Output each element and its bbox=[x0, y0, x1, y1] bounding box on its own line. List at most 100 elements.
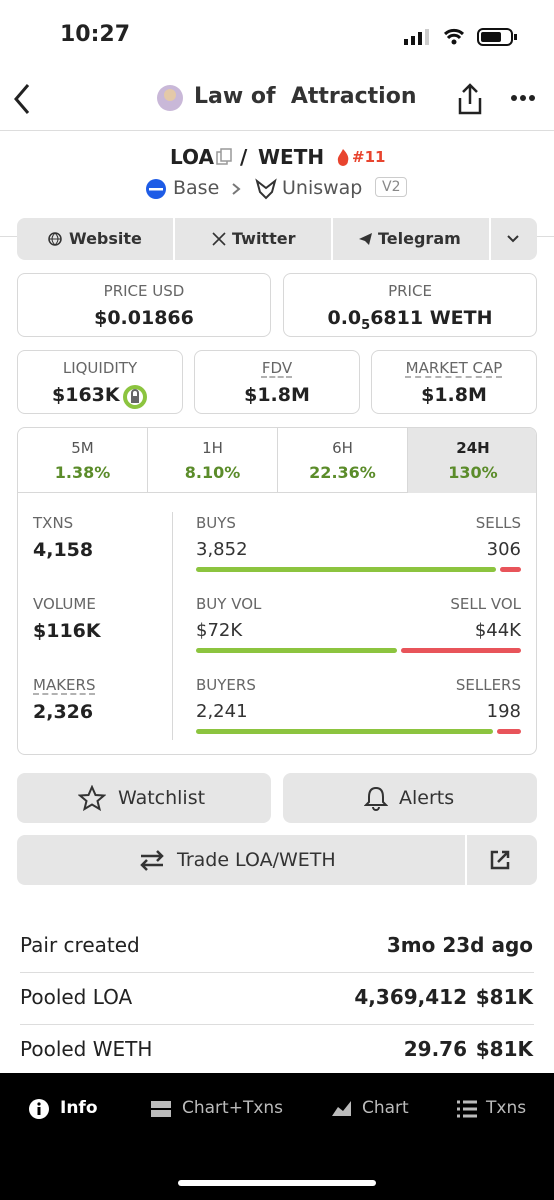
stat-label: VOLUME bbox=[33, 595, 96, 613]
info-value: 3mo 23d ago bbox=[386, 933, 533, 957]
sell-bar bbox=[401, 648, 521, 653]
sell-value: 306 bbox=[486, 539, 521, 560]
tab-selected[interactable]: 24H 130% bbox=[408, 428, 536, 493]
nav-item[interactable]: Chart bbox=[362, 1098, 409, 1118]
buy-bar bbox=[196, 648, 397, 653]
info-value: $81K bbox=[475, 1037, 533, 1061]
trade-button[interactable] bbox=[17, 835, 537, 885]
divider bbox=[465, 835, 467, 885]
card-value: $163K bbox=[52, 384, 120, 406]
pair-separator: / bbox=[240, 145, 248, 169]
sell-value: $44K bbox=[474, 620, 521, 641]
chain-name: Base bbox=[173, 177, 220, 199]
info-icon bbox=[29, 1099, 49, 1119]
sell-label: SELLERS bbox=[455, 676, 521, 694]
dex-name: Uniswap bbox=[282, 177, 363, 199]
stat-value: $116K bbox=[33, 620, 101, 642]
status-icons bbox=[404, 28, 517, 46]
fdv-card: FDV $1.8M bbox=[194, 350, 360, 414]
divider bbox=[489, 218, 491, 260]
info-label: Pooled WETH bbox=[20, 1037, 153, 1061]
star-icon bbox=[78, 785, 106, 811]
stat-value: 2,326 bbox=[33, 701, 94, 723]
telegram-link[interactable]: Telegram bbox=[378, 229, 461, 248]
tab-change: 22.36% bbox=[309, 463, 376, 482]
table-icon bbox=[151, 1101, 171, 1117]
bottom-nav bbox=[0, 1073, 554, 1200]
share-button[interactable] bbox=[456, 82, 484, 116]
card-value: $1.8M bbox=[421, 384, 487, 406]
sell-label: SELLS bbox=[475, 514, 521, 532]
sell-bar bbox=[497, 729, 521, 734]
chevron bbox=[232, 183, 241, 195]
card-label: MARKET CAP bbox=[372, 359, 536, 377]
card-label: FDV bbox=[195, 359, 359, 377]
card-value: 0.056811 WETH bbox=[284, 307, 536, 333]
tab-change: 8.10% bbox=[184, 463, 241, 482]
page-title: Law of Attraction bbox=[194, 84, 417, 109]
twitter-link[interactable]: Twitter bbox=[232, 229, 296, 248]
card-label: LIQUIDITY bbox=[62, 359, 138, 377]
divider bbox=[331, 218, 333, 260]
divider bbox=[20, 1024, 534, 1025]
buy-value: 3,852 bbox=[196, 539, 248, 560]
info-label: Pair created bbox=[20, 933, 140, 957]
bell-icon bbox=[364, 786, 388, 811]
trending-icon bbox=[337, 149, 349, 166]
buy-value: 2,241 bbox=[196, 701, 248, 722]
external-link-icon[interactable] bbox=[489, 849, 513, 871]
stats-card: 5M 1.38% 1H 8.10% 6H 22.36% 24H 130% bbox=[17, 427, 537, 755]
watchlist-button[interactable] bbox=[17, 773, 271, 823]
divider bbox=[172, 512, 173, 740]
website-link[interactable]: Website bbox=[69, 229, 142, 248]
tab-label: 5M bbox=[71, 439, 94, 457]
tab[interactable]: 1H 8.10% bbox=[148, 428, 278, 493]
price-card: PRICE 0.056811 WETH bbox=[283, 273, 537, 337]
more-button[interactable] bbox=[510, 94, 538, 102]
home-indicator bbox=[178, 1180, 376, 1186]
info-value: $81K bbox=[475, 985, 533, 1009]
divider bbox=[20, 972, 534, 973]
tab-label: 1H bbox=[202, 439, 223, 457]
divider bbox=[173, 218, 175, 260]
label-text: FDV bbox=[261, 359, 293, 377]
quote-symbol: WETH bbox=[258, 145, 325, 169]
nav-item[interactable]: Chart+Txns bbox=[182, 1098, 284, 1118]
list-icon bbox=[457, 1100, 477, 1118]
stat-label: MAKERS bbox=[33, 676, 96, 694]
telegram-icon bbox=[359, 233, 372, 245]
buy-label: BUYERS bbox=[196, 676, 256, 694]
tab[interactable]: 6H 22.36% bbox=[278, 428, 408, 493]
card-label: PRICE USD bbox=[103, 282, 185, 300]
label-text: MARKET CAP bbox=[405, 359, 503, 377]
sell-bar bbox=[500, 567, 521, 572]
price-zeros: 5 bbox=[361, 317, 371, 333]
trade-label: Trade LOA/WETH bbox=[177, 849, 336, 871]
sell-label: SELL VOL bbox=[450, 595, 521, 613]
info-amount: 29.76 bbox=[403, 1037, 467, 1061]
tab[interactable]: 5M 1.38% bbox=[18, 428, 148, 493]
nav-item[interactable]: Info bbox=[60, 1098, 98, 1118]
links-dropdown[interactable] bbox=[505, 233, 521, 245]
alerts-label: Alerts bbox=[399, 787, 455, 809]
buy-label: BUYS bbox=[196, 514, 236, 532]
back-button[interactable] bbox=[10, 82, 34, 116]
price-prefix: 0.0 bbox=[327, 307, 362, 329]
base-symbol: LOA bbox=[170, 145, 214, 169]
alerts-button[interactable] bbox=[283, 773, 537, 823]
market-cap-card: MARKET CAP $1.8M bbox=[371, 350, 537, 414]
dex-icon bbox=[255, 178, 277, 200]
card-value: $0.01866 bbox=[94, 307, 194, 329]
globe-icon bbox=[48, 232, 62, 246]
chain-icon bbox=[146, 179, 166, 199]
x-icon bbox=[212, 232, 226, 246]
tab-change: 130% bbox=[448, 463, 498, 482]
stat-value: 4,158 bbox=[33, 539, 94, 561]
price-usd-card: PRICE USD $0.01866 bbox=[17, 273, 271, 337]
copy-icon[interactable] bbox=[216, 148, 232, 166]
card-label: PRICE bbox=[388, 282, 432, 300]
nav-item[interactable]: Txns bbox=[486, 1098, 527, 1118]
watchlist-label: Watchlist bbox=[118, 787, 206, 809]
buy-label: BUY VOL bbox=[196, 595, 262, 613]
stat-label: TXNS bbox=[33, 514, 74, 532]
